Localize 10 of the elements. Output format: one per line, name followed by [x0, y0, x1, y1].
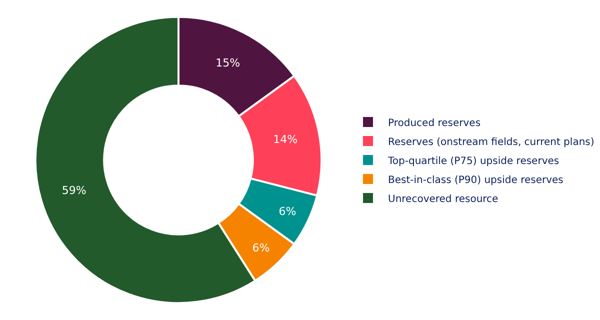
legend-label: Reserves (onstream fields, current plans): [388, 136, 594, 148]
legend-label: Produced reserves: [388, 118, 481, 129]
data-label: 6%: [252, 241, 270, 254]
legend-label: Top-quartile (P75) upside reserves: [387, 156, 560, 167]
data-label: 14%: [273, 133, 298, 146]
legend-label: Unrecovered resource: [388, 194, 498, 205]
data-label: 6%: [278, 204, 296, 218]
legend-label: Best-in-class (P90) upside reserves: [388, 174, 564, 186]
data-label: 15%: [216, 56, 240, 70]
data-label: 59%: [62, 184, 86, 197]
